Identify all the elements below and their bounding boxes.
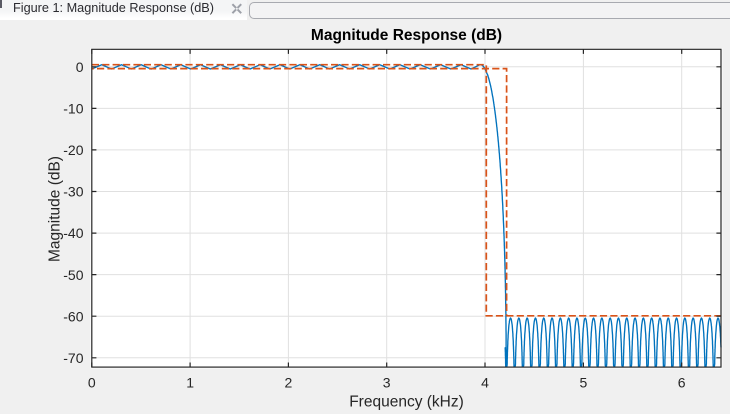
svg-text:-20: -20 — [63, 142, 83, 158]
svg-text:3: 3 — [383, 375, 391, 391]
svg-text:Magnitude Response (dB): Magnitude Response (dB) — [311, 27, 502, 44]
svg-text:-30: -30 — [63, 184, 83, 200]
svg-text:-60: -60 — [63, 308, 83, 324]
svg-text:-50: -50 — [63, 267, 83, 283]
svg-text:0: 0 — [88, 375, 96, 391]
svg-text:-40: -40 — [63, 225, 83, 241]
svg-text:6: 6 — [678, 375, 686, 391]
svg-text:-10: -10 — [63, 101, 83, 117]
svg-text:1: 1 — [186, 375, 194, 391]
svg-text:Magnitude (dB): Magnitude (dB) — [47, 156, 64, 262]
svg-text:2: 2 — [285, 375, 293, 391]
svg-text:0: 0 — [76, 59, 84, 75]
svg-text:Frequency (kHz): Frequency (kHz) — [349, 393, 464, 410]
svg-text:5: 5 — [580, 375, 588, 391]
svg-text:-70: -70 — [63, 350, 83, 366]
svg-text:4: 4 — [481, 375, 489, 391]
